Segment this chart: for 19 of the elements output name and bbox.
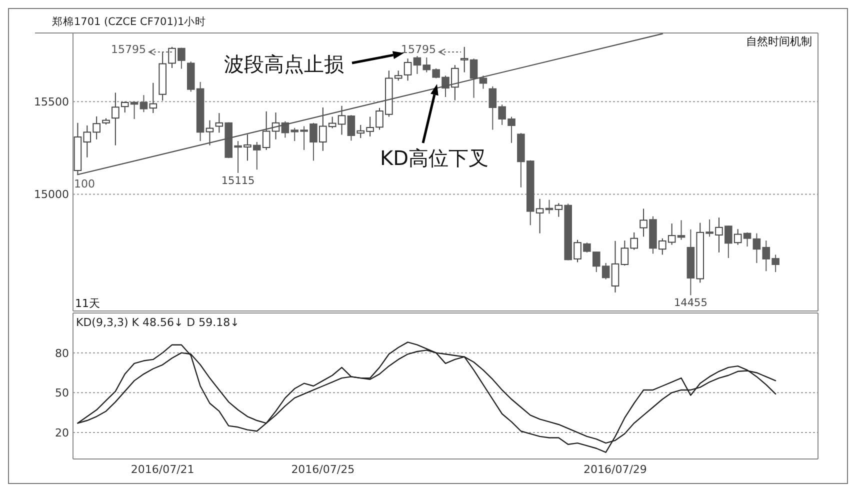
annotation: 15115 — [221, 174, 255, 187]
annotation: KD高位下叉 — [380, 146, 489, 170]
y-tick-label: 50 — [55, 386, 69, 400]
x-tick-label: 2016/07/25 — [291, 463, 355, 476]
chart-title: KD(9,3,3) K 48.56↓ D 59.18↓ — [76, 316, 240, 329]
y-tick-label: 15500 — [34, 96, 69, 109]
annotation: 100 — [74, 178, 95, 191]
y-tick-label: 15000 — [34, 188, 69, 202]
annotation: 15795 — [401, 43, 436, 56]
annotation: 14455 — [674, 297, 708, 310]
annotation: 15795 — [111, 43, 146, 56]
annotation: 自然时间机制 — [746, 35, 812, 48]
x-tick-label: 2016/07/29 — [584, 463, 647, 476]
y-tick-label: 20 — [55, 426, 69, 440]
y-tick-label: 80 — [55, 346, 69, 360]
annotation: 波段高点止损 — [224, 52, 344, 76]
chart-title: 郑棉1701 (CZCE CF701)1小时 — [52, 15, 206, 28]
x-tick-label: 2016/07/21 — [130, 463, 194, 476]
annotation: 11天 — [75, 297, 100, 310]
